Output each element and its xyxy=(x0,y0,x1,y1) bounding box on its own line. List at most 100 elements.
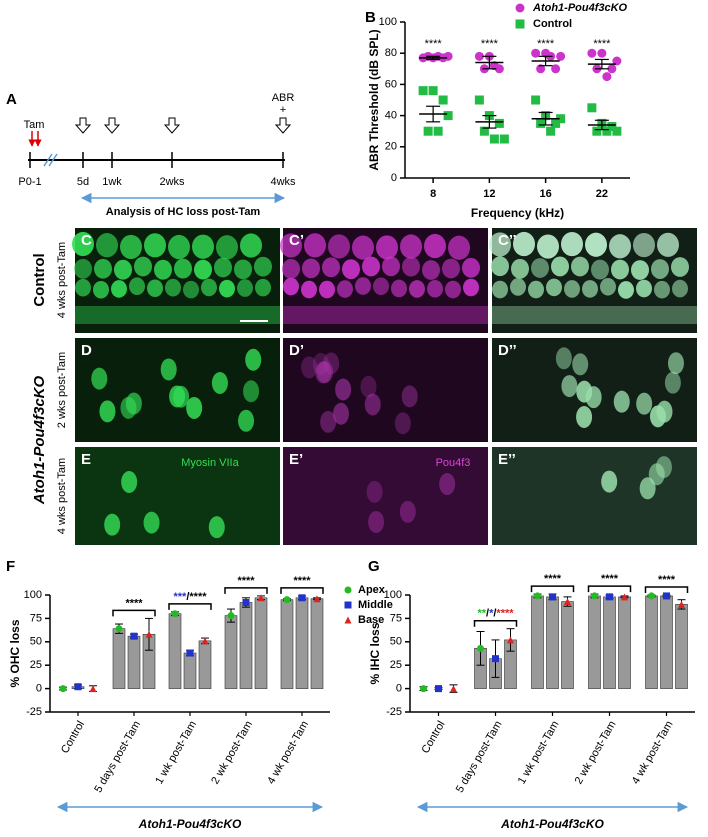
cell xyxy=(402,256,420,277)
y-tick-label: 40 xyxy=(385,110,397,122)
data-point xyxy=(612,56,622,66)
bar-marker xyxy=(171,610,179,618)
cell xyxy=(671,257,689,277)
error-bar xyxy=(594,58,609,70)
significance-part: **** xyxy=(658,574,676,586)
bar-marker xyxy=(591,592,598,600)
legend-label: Middle xyxy=(358,599,393,611)
panel-label: E xyxy=(81,451,91,468)
bar xyxy=(645,595,658,689)
row-label: 4 wks post-Tam xyxy=(56,458,68,534)
error-bar xyxy=(538,111,553,126)
cell xyxy=(154,259,172,280)
x-tick-label: 8 xyxy=(430,188,436,200)
data-point xyxy=(438,95,448,105)
bar xyxy=(618,596,631,689)
row-label: 2 wks post-Tam xyxy=(56,352,68,428)
panel-label: C xyxy=(81,232,92,249)
cell xyxy=(192,234,214,259)
bar xyxy=(603,596,616,689)
cell xyxy=(134,256,152,277)
cell xyxy=(186,396,203,419)
cell xyxy=(582,280,598,298)
cells xyxy=(104,471,225,539)
bar xyxy=(168,613,182,689)
timeline-label: P0-1 xyxy=(18,176,41,188)
cell xyxy=(125,392,142,415)
cell xyxy=(120,234,142,260)
bar xyxy=(198,640,212,689)
cell xyxy=(362,256,380,277)
analysis-label: Analysis of HC loss post-Tam xyxy=(106,206,261,218)
cell xyxy=(302,258,320,279)
data-point xyxy=(556,114,566,124)
y-tick-label: 60 xyxy=(385,78,397,90)
bar xyxy=(561,601,574,689)
data-point xyxy=(551,64,561,74)
cell xyxy=(165,278,181,297)
cell xyxy=(211,372,228,395)
cell xyxy=(254,256,272,277)
cell xyxy=(121,471,138,494)
cell xyxy=(445,280,461,299)
significance: **/*/**** xyxy=(477,608,514,620)
significance: **** xyxy=(125,597,143,609)
data-point xyxy=(587,48,597,58)
cell xyxy=(391,279,407,298)
legend-label: Apex xyxy=(358,584,386,596)
significance: **** xyxy=(425,38,443,50)
cell xyxy=(111,280,127,298)
significance: **** xyxy=(293,575,311,587)
y-tick-label: 100 xyxy=(384,589,402,601)
bar-marker xyxy=(145,630,153,638)
panel-label: D xyxy=(81,342,92,359)
legend-label: Atoh1-Pou4f3cKO xyxy=(532,2,628,14)
cell xyxy=(99,400,116,423)
stain-label: Myosin VIIa xyxy=(181,457,239,469)
cell xyxy=(366,480,383,503)
data-point xyxy=(428,86,438,96)
cell xyxy=(439,473,456,496)
cell xyxy=(373,277,389,296)
cells xyxy=(366,473,456,533)
error-bar xyxy=(482,55,497,70)
hollow-arrow xyxy=(74,117,92,134)
cell xyxy=(609,234,631,259)
y-tick-label: 80 xyxy=(385,47,397,59)
panel-label: D’’ xyxy=(498,342,517,359)
bar xyxy=(675,604,688,689)
cell xyxy=(555,347,572,370)
data-point xyxy=(607,122,617,132)
cells xyxy=(601,456,672,500)
panel-label: C’ xyxy=(289,232,304,249)
cell xyxy=(611,259,629,280)
data-point xyxy=(499,134,509,144)
bracket xyxy=(644,586,689,593)
cell xyxy=(144,233,166,258)
group-label: Atoh1-Pou4f3cKO xyxy=(138,817,242,831)
data-point xyxy=(556,51,566,61)
cell xyxy=(376,235,398,260)
cell xyxy=(576,380,593,403)
y-tick-label: 0 xyxy=(396,683,402,695)
data-point xyxy=(612,126,622,136)
cell xyxy=(633,232,655,258)
significance: **** xyxy=(537,38,555,50)
cell xyxy=(174,258,192,279)
y-axis-title: ABR Threshold (dB SPL) xyxy=(367,29,381,170)
cell xyxy=(238,409,255,432)
cell xyxy=(201,278,217,297)
data-point xyxy=(607,64,617,74)
bar-marker xyxy=(130,632,138,640)
x-tick-label: 2 wk post-Tam xyxy=(209,719,255,786)
y-tick-label: -25 xyxy=(386,706,402,718)
error-bar xyxy=(482,114,497,129)
y-tick-label: 75 xyxy=(30,612,42,624)
cell xyxy=(492,280,508,299)
cell xyxy=(352,235,374,260)
hollow-arrow xyxy=(163,117,181,134)
y-tick-label: 0 xyxy=(391,172,397,184)
cell xyxy=(319,280,335,299)
error-bar xyxy=(426,105,441,123)
